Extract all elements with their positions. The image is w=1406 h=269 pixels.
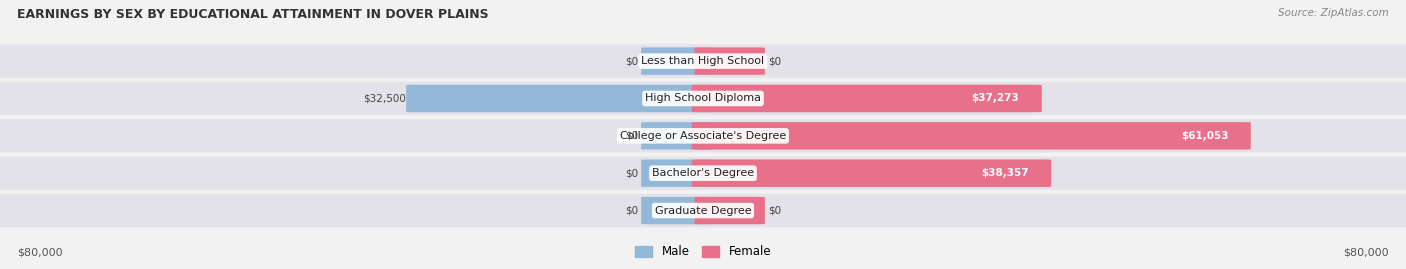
Text: $80,000: $80,000: [17, 248, 62, 258]
Text: Bachelor's Degree: Bachelor's Degree: [652, 168, 754, 178]
Text: $0: $0: [626, 56, 638, 66]
Text: Graduate Degree: Graduate Degree: [655, 206, 751, 215]
Text: $0: $0: [626, 131, 638, 141]
FancyBboxPatch shape: [641, 160, 711, 187]
Text: Less than High School: Less than High School: [641, 56, 765, 66]
Text: College or Associate's Degree: College or Associate's Degree: [620, 131, 786, 141]
Text: Source: ZipAtlas.com: Source: ZipAtlas.com: [1278, 8, 1389, 18]
FancyBboxPatch shape: [0, 194, 1406, 227]
Text: $0: $0: [768, 56, 780, 66]
Text: $61,053: $61,053: [1181, 131, 1229, 141]
FancyBboxPatch shape: [641, 122, 711, 150]
Text: $0: $0: [626, 206, 638, 215]
FancyBboxPatch shape: [692, 160, 1052, 187]
FancyBboxPatch shape: [0, 44, 1406, 78]
Text: $37,273: $37,273: [972, 94, 1019, 104]
Text: $32,500: $32,500: [363, 94, 406, 104]
FancyBboxPatch shape: [692, 85, 1042, 112]
Text: $0: $0: [768, 206, 780, 215]
FancyBboxPatch shape: [692, 122, 1251, 150]
FancyBboxPatch shape: [641, 197, 711, 224]
FancyBboxPatch shape: [406, 85, 714, 112]
Text: High School Diploma: High School Diploma: [645, 94, 761, 104]
Text: $0: $0: [626, 168, 638, 178]
FancyBboxPatch shape: [0, 119, 1406, 153]
FancyBboxPatch shape: [695, 47, 765, 75]
FancyBboxPatch shape: [641, 47, 711, 75]
Text: $80,000: $80,000: [1344, 248, 1389, 258]
FancyBboxPatch shape: [695, 197, 765, 224]
Text: EARNINGS BY SEX BY EDUCATIONAL ATTAINMENT IN DOVER PLAINS: EARNINGS BY SEX BY EDUCATIONAL ATTAINMEN…: [17, 8, 488, 21]
Text: $38,357: $38,357: [981, 168, 1029, 178]
FancyBboxPatch shape: [0, 82, 1406, 115]
Legend: Male, Female: Male, Female: [630, 241, 776, 263]
FancyBboxPatch shape: [0, 157, 1406, 190]
